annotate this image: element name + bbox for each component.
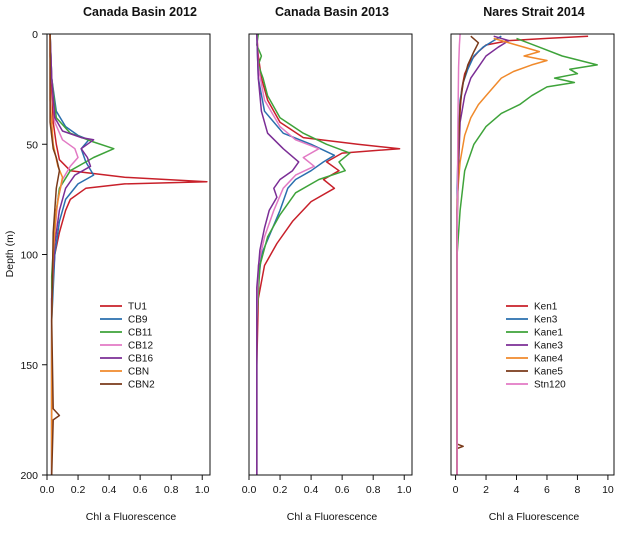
series-line-cbn2 xyxy=(49,34,61,476)
y-tick-label: 100 xyxy=(20,250,38,262)
y-axis-label: Depth (m) xyxy=(4,231,16,278)
series-line-cb11 xyxy=(49,33,115,475)
panel-title: Nares Strait 2014 xyxy=(483,5,585,19)
legend-entry: Kane1 xyxy=(534,328,563,339)
series-line-cb16 xyxy=(49,33,95,475)
panel-title: Canada Basin 2013 xyxy=(275,5,389,19)
legend-entry: Stn120 xyxy=(534,380,566,391)
x-tick-label: 0.8 xyxy=(366,484,381,496)
y-tick-label: 150 xyxy=(20,360,38,372)
series-line-cb16 xyxy=(256,33,300,475)
legend-entry: CB11 xyxy=(128,328,153,339)
series-line-cb12 xyxy=(256,33,320,475)
plot-frame xyxy=(450,33,615,476)
legend-entry: CB9 xyxy=(128,315,148,326)
series-line-stn120 xyxy=(456,33,461,475)
x-tick-label: 8 xyxy=(575,484,581,496)
legend-entry: Ken3 xyxy=(534,315,558,326)
y-tick-label: 0 xyxy=(32,29,38,41)
series-line-kane1 xyxy=(456,37,598,475)
x-tick-label: 0.6 xyxy=(133,484,148,496)
plot-frame xyxy=(248,33,413,476)
series-line-cb9 xyxy=(49,33,95,475)
x-tick-label: 10 xyxy=(602,484,614,496)
series-line-kane3 xyxy=(456,35,510,475)
x-axis-label: Chl a Fluorescence xyxy=(287,511,378,523)
x-tick-label: 0.2 xyxy=(273,484,288,496)
x-tick-label: 0.4 xyxy=(304,484,319,496)
x-tick-label: 0.6 xyxy=(335,484,350,496)
legend-entry: Ken1 xyxy=(534,302,558,313)
legend-entry: CBN2 xyxy=(128,380,155,391)
x-tick-label: 0.2 xyxy=(71,484,86,496)
legend-entry: CB16 xyxy=(128,354,153,365)
x-tick-label: 0.0 xyxy=(40,484,55,496)
x-tick-label: 0.8 xyxy=(164,484,179,496)
x-tick-label: 1.0 xyxy=(195,484,210,496)
legend-entry: CBN xyxy=(128,367,149,378)
plot-frame xyxy=(46,33,211,476)
x-tick-label: 6 xyxy=(544,484,550,496)
y-tick-label: 50 xyxy=(26,139,38,151)
x-tick-label: 0.4 xyxy=(102,484,117,496)
panel-title: Canada Basin 2012 xyxy=(83,5,197,19)
legend-entry: Kane4 xyxy=(534,354,563,365)
x-tick-label: 2 xyxy=(483,484,489,496)
series-line-tu1 xyxy=(256,33,401,475)
series-line-kane5 xyxy=(456,35,480,475)
x-tick-label: 4 xyxy=(514,484,520,496)
legend-entry: CB12 xyxy=(128,341,153,352)
legend-entry: Kane5 xyxy=(534,367,563,378)
series-line-kane4 xyxy=(456,37,548,475)
legend-entry: TU1 xyxy=(128,302,147,313)
x-tick-label: 1.0 xyxy=(397,484,412,496)
legend-entry: Kane3 xyxy=(534,341,563,352)
x-tick-label: 0.0 xyxy=(242,484,257,496)
series-line-tu1 xyxy=(49,34,208,475)
x-tick-label: 0 xyxy=(453,484,459,496)
x-axis-label: Chl a Fluorescence xyxy=(86,511,177,523)
y-tick-label: 200 xyxy=(20,470,38,482)
x-axis-label: Chl a Fluorescence xyxy=(489,511,580,523)
